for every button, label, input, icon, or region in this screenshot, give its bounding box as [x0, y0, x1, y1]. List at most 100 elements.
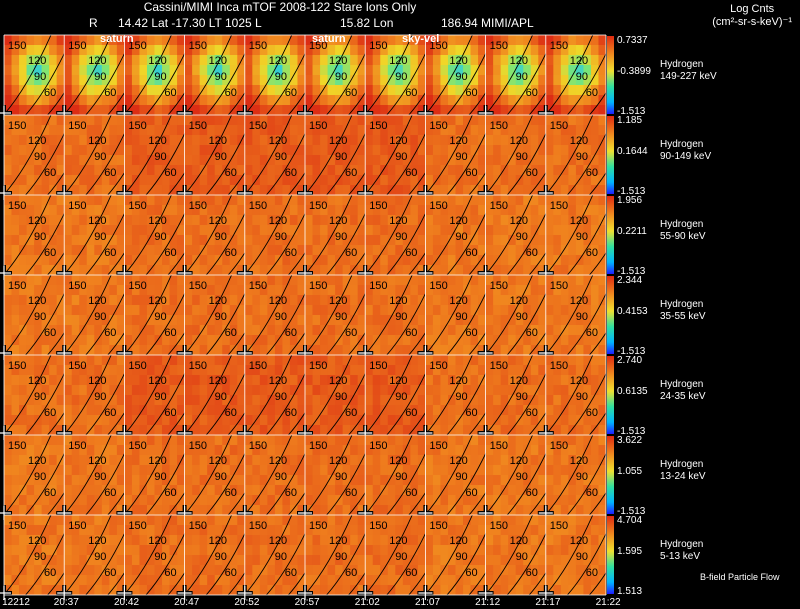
colorbar-mid-value: 0.2211 [617, 226, 647, 237]
band-label: Hydrogen 35-55 keV [660, 299, 706, 323]
contour-label: 150 [249, 520, 267, 532]
contour-label: 90 [275, 151, 287, 163]
contour-label: 120 [28, 455, 46, 467]
band-energy: 24-35 keV [660, 391, 706, 402]
contour-label: 60 [104, 487, 116, 499]
contour-label: 120 [329, 375, 347, 387]
contour-label: 60 [285, 567, 297, 579]
contour-label: 90 [154, 551, 166, 563]
contour-line [566, 532, 606, 595]
contour-label: 60 [526, 167, 538, 179]
band-species: Hydrogen [660, 59, 704, 70]
contour-line [386, 292, 426, 355]
contour-label: 60 [104, 327, 116, 339]
contour-label: 90 [335, 231, 347, 243]
colorbar-3 [607, 276, 614, 354]
contour-label: 90 [34, 391, 46, 403]
contour-label: 60 [586, 567, 598, 579]
contour-line [386, 452, 426, 515]
contour-label: 150 [550, 360, 568, 372]
contour-label: 60 [225, 567, 237, 579]
contour-label: 120 [88, 455, 106, 467]
contour-label: 60 [44, 167, 56, 179]
contour-line [287, 411, 306, 435]
contour-label: 150 [249, 360, 267, 372]
contour-label: 120 [269, 535, 287, 547]
band-energy: 13-24 keV [660, 471, 706, 482]
contour-line [588, 411, 606, 435]
contour-line [24, 132, 65, 195]
contour-label: 120 [570, 375, 588, 387]
contour-label: 120 [28, 135, 46, 147]
contour-label: 90 [215, 391, 227, 403]
contour-line [205, 452, 245, 515]
contour-label: 90 [275, 471, 287, 483]
contour-label: 90 [275, 551, 287, 563]
contour-line [588, 91, 606, 115]
colorbar-min-value: -1.513 [617, 106, 646, 117]
colorbar-1 [607, 116, 614, 194]
contour-label: 150 [429, 520, 447, 532]
contour-label: 60 [405, 407, 417, 419]
contour-label: 120 [209, 455, 227, 467]
time-tick-label: 21:07 [414, 597, 441, 608]
contour-line [408, 251, 426, 275]
contour-label: 90 [516, 471, 528, 483]
contour-label: 60 [526, 87, 538, 99]
contour-label: 120 [449, 55, 467, 67]
contour-line [107, 251, 125, 275]
colorbar-mid-value: 0.6135 [617, 386, 648, 397]
contour-label: 90 [576, 391, 588, 403]
units-label: Log Cnts (cm²-sr-s-keV)⁻¹ [712, 3, 792, 29]
contour-label: 150 [249, 200, 267, 212]
chart-title: Cassini/MIMI Inca mTOF 2008-122 Stare Io… [143, 0, 417, 14]
colorbar-0 [607, 36, 614, 114]
band-label: Hydrogen 13-24 keV [660, 459, 706, 483]
contour-label: 90 [516, 391, 528, 403]
contour-line [446, 212, 486, 275]
contour-label: 90 [275, 231, 287, 243]
contour-label: 90 [94, 151, 106, 163]
units-line1: Log Cnts [730, 3, 775, 15]
contour-line [145, 452, 185, 515]
contour-line [107, 91, 125, 115]
contour-label: 90 [154, 151, 166, 163]
contour-label: 60 [104, 247, 116, 259]
contour-label: 60 [225, 167, 237, 179]
band-species: Hydrogen [660, 459, 704, 470]
contour-label: 60 [44, 567, 56, 579]
contour-label: 150 [8, 40, 26, 52]
contour-label: 120 [209, 55, 227, 67]
contour-line [408, 411, 426, 435]
contour-line [506, 52, 546, 115]
band-energy: 5-13 keV [660, 551, 701, 562]
contour-label: 150 [189, 40, 207, 52]
contour-label: 150 [309, 120, 327, 132]
contour-label: 60 [104, 87, 116, 99]
contour-label: 150 [550, 280, 568, 292]
contour-line [446, 452, 486, 515]
units-line2: (cm²-sr-s-keV)⁻¹ [712, 16, 792, 28]
contour-line [167, 251, 185, 275]
colorbar-max-value: 1.956 [617, 195, 643, 206]
contour-line [205, 292, 245, 355]
contour-label: 120 [329, 55, 347, 67]
contour-label: 120 [449, 215, 467, 227]
